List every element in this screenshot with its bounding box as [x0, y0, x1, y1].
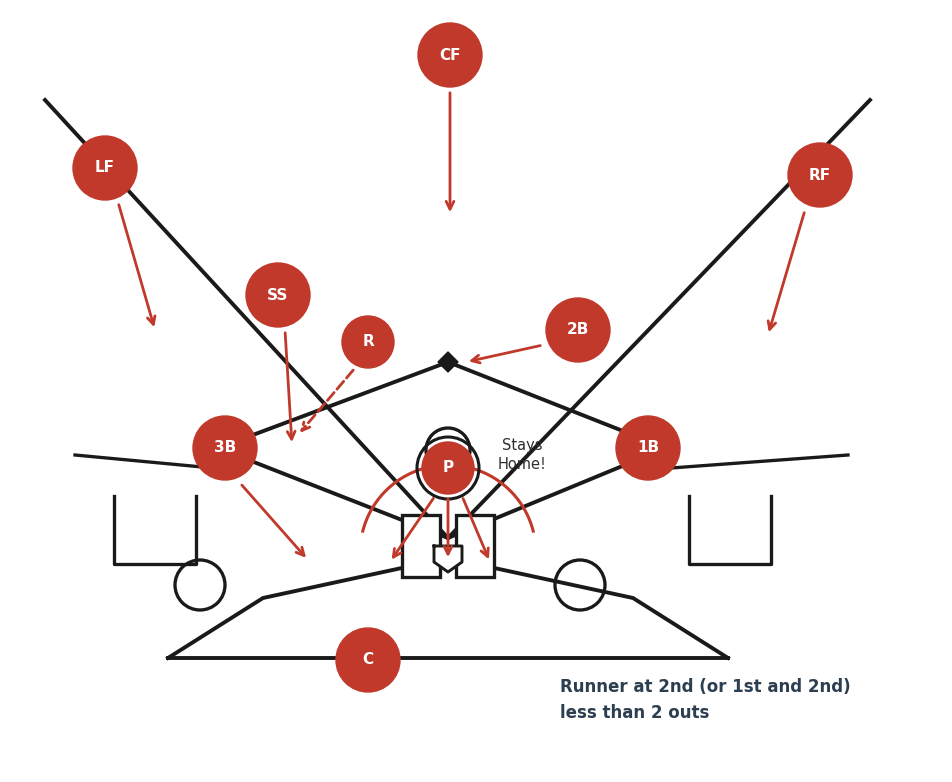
- Text: Runner at 2nd (or 1st and 2nd)
less than 2 outs: Runner at 2nd (or 1st and 2nd) less than…: [560, 678, 851, 723]
- Text: CF: CF: [439, 48, 461, 63]
- Bar: [456, 515, 494, 577]
- Text: 3B: 3B: [214, 440, 236, 455]
- Text: R: R: [362, 335, 374, 350]
- Polygon shape: [434, 546, 462, 572]
- Circle shape: [616, 416, 680, 480]
- Circle shape: [788, 143, 852, 207]
- Circle shape: [73, 136, 137, 200]
- Text: RF: RF: [809, 167, 831, 182]
- Polygon shape: [656, 438, 676, 458]
- Polygon shape: [438, 352, 458, 372]
- Text: 2B: 2B: [566, 322, 589, 338]
- Text: SS: SS: [268, 288, 288, 303]
- Text: 1B: 1B: [637, 440, 659, 455]
- Text: C: C: [363, 652, 373, 668]
- Circle shape: [418, 23, 482, 87]
- Circle shape: [342, 316, 394, 368]
- Circle shape: [422, 442, 474, 494]
- Bar: [402, 515, 440, 577]
- Text: Stays
Home!: Stays Home!: [498, 438, 546, 472]
- Circle shape: [546, 298, 610, 362]
- Text: P: P: [443, 461, 453, 475]
- Circle shape: [193, 416, 257, 480]
- Circle shape: [336, 628, 400, 692]
- Circle shape: [246, 263, 310, 327]
- Text: LF: LF: [95, 160, 115, 175]
- Polygon shape: [208, 438, 228, 458]
